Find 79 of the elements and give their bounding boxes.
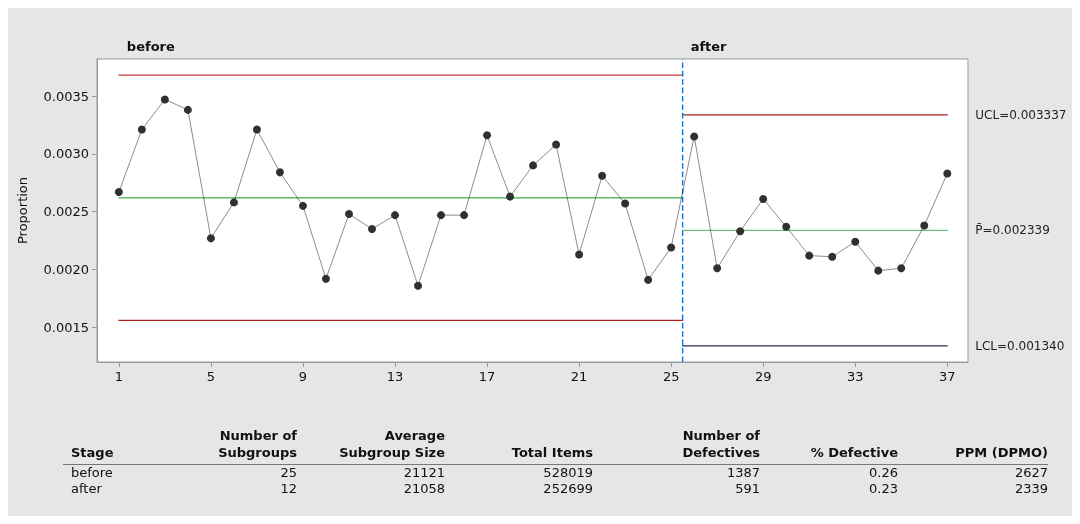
point [460, 211, 469, 220]
text: P̄=0.002339 [975, 223, 1050, 238]
y-tick-label: 0.0015 [43, 319, 89, 335]
point [344, 209, 353, 218]
y-axis-title: Proportion [15, 176, 30, 245]
x-tick-label: 9 [298, 369, 308, 384]
point [874, 266, 883, 275]
text: 25 [280, 465, 297, 480]
text: 12 [280, 481, 297, 496]
point [160, 95, 169, 104]
text: before [71, 465, 113, 480]
category-label: Stage [70, 444, 115, 462]
x-tick-label: 29 [754, 369, 772, 384]
category-label: PPM (DPMO) [954, 444, 1048, 462]
point [114, 188, 123, 196]
category-label: Number of Defectives [681, 427, 760, 462]
x-tick-label: 5 [206, 369, 216, 384]
point [920, 221, 929, 230]
text: 21121 [403, 465, 445, 480]
y-tick-label: 0.0020 [43, 261, 89, 277]
text: 0.26 [869, 465, 898, 480]
text: 591 [735, 481, 760, 496]
point [137, 125, 146, 134]
x-tick-label: 13 [386, 369, 404, 384]
text: 2339 [1014, 481, 1048, 496]
point [437, 211, 446, 220]
x-tick-label: 33 [846, 369, 864, 384]
point [483, 131, 492, 140]
point [391, 211, 399, 220]
y-tick-label: 0.0035 [43, 88, 89, 104]
category-label: % Defective [809, 444, 898, 462]
y-tick-label: 0.0025 [43, 204, 89, 220]
point [759, 194, 768, 203]
point [828, 252, 837, 261]
point [252, 125, 261, 134]
x-tick-label: 25 [662, 369, 680, 384]
point [229, 198, 238, 207]
point [851, 237, 860, 246]
point [736, 227, 745, 236]
text: after [71, 481, 102, 496]
point [713, 264, 722, 273]
point [805, 251, 814, 260]
text: 2627 [1014, 465, 1048, 480]
text: 528019 [543, 465, 593, 480]
point [298, 201, 307, 210]
category-label: Number of Subgroups [217, 427, 297, 462]
x-tick-label: 37 [939, 369, 956, 384]
point [368, 225, 376, 233]
text: UCL=0.003337 [975, 107, 1067, 122]
point [943, 169, 952, 178]
point [667, 243, 676, 252]
point [690, 132, 699, 141]
category-label: Total Items [510, 444, 593, 462]
point [621, 199, 630, 208]
text: 21058 [403, 481, 445, 496]
text: after [690, 39, 728, 54]
point [506, 192, 515, 201]
category-label: Average Subgroup Size [338, 427, 445, 462]
point [414, 281, 423, 290]
x-tick-label: 17 [478, 369, 496, 384]
text: before [126, 39, 175, 54]
text: LCL=0.001340 [975, 338, 1065, 353]
point [575, 250, 584, 259]
point [206, 234, 215, 243]
point [321, 274, 330, 283]
y-tick-label: 0.0030 [43, 146, 89, 162]
point [644, 275, 653, 284]
text: 1387 [726, 465, 760, 480]
point [897, 264, 906, 273]
point [598, 171, 607, 180]
point [782, 222, 791, 231]
text: 0.23 [869, 481, 898, 496]
point [183, 105, 192, 114]
x-tick-label: 1 [114, 369, 123, 384]
x-tick-label: 21 [570, 369, 588, 384]
point [275, 168, 284, 177]
point [529, 161, 538, 170]
point [552, 140, 561, 149]
text: 252699 [543, 481, 593, 496]
